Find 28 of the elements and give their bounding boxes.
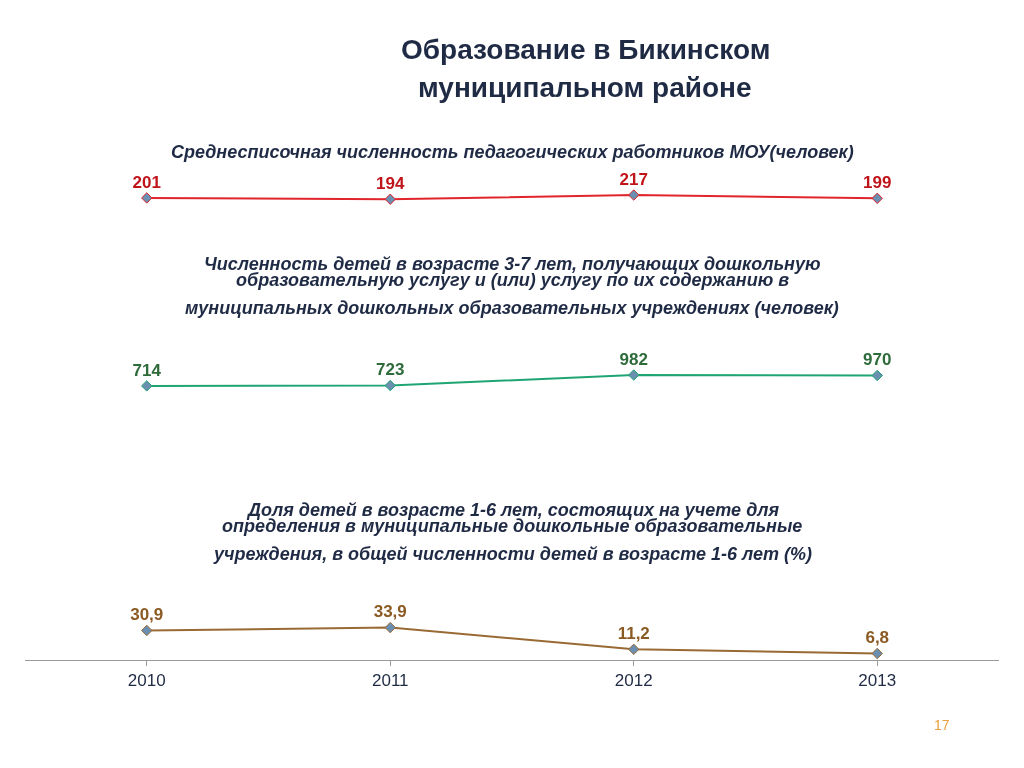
chart-title: Доля детей в возрасте 1-6 лет, состоящих на учете для определения в муниципальные дошкольные образовательные учреждения, в общей численности детей в возрасте 1-6 лет (%)	[213, 500, 812, 564]
data-label: 30,9	[130, 605, 164, 625]
point	[871, 647, 883, 660]
point	[871, 369, 883, 382]
x-tick-label: 2012	[614, 671, 653, 691]
point	[384, 379, 396, 392]
data-label: 723	[376, 360, 405, 380]
text: 17	[934, 717, 950, 733]
chart-title: Образование в Бикинском муниципальном районе	[401, 34, 771, 103]
data-label: 194	[376, 173, 405, 193]
data-label: 201	[132, 172, 161, 192]
point	[141, 380, 153, 392]
data-label: 970	[863, 350, 892, 370]
x-tick-label: 2013	[858, 671, 897, 691]
data-label: 11,2	[617, 624, 650, 644]
point	[384, 621, 396, 634]
data-label: 6,8	[865, 628, 890, 648]
data-label: 33,9	[373, 602, 407, 622]
data-label: 217	[619, 169, 648, 189]
x-tick-label: 2010	[127, 671, 166, 691]
x-tick-label: 2011	[371, 671, 409, 691]
point	[628, 643, 640, 655]
data-label: 982	[619, 349, 648, 369]
chart-title: Численность детей в возрасте 3-7 лет, получающих дошкольную образовательную услугу и (или) услугу по их содержанию в муниципальных дошкольных образовательных учреждениях (человек)	[185, 254, 839, 318]
chart-subtitle: Среднесписочная численность педагогических работников МОУ(человек)	[171, 142, 854, 162]
data-label: 199	[863, 173, 892, 193]
point	[141, 624, 153, 637]
data-label: 714	[132, 360, 162, 380]
